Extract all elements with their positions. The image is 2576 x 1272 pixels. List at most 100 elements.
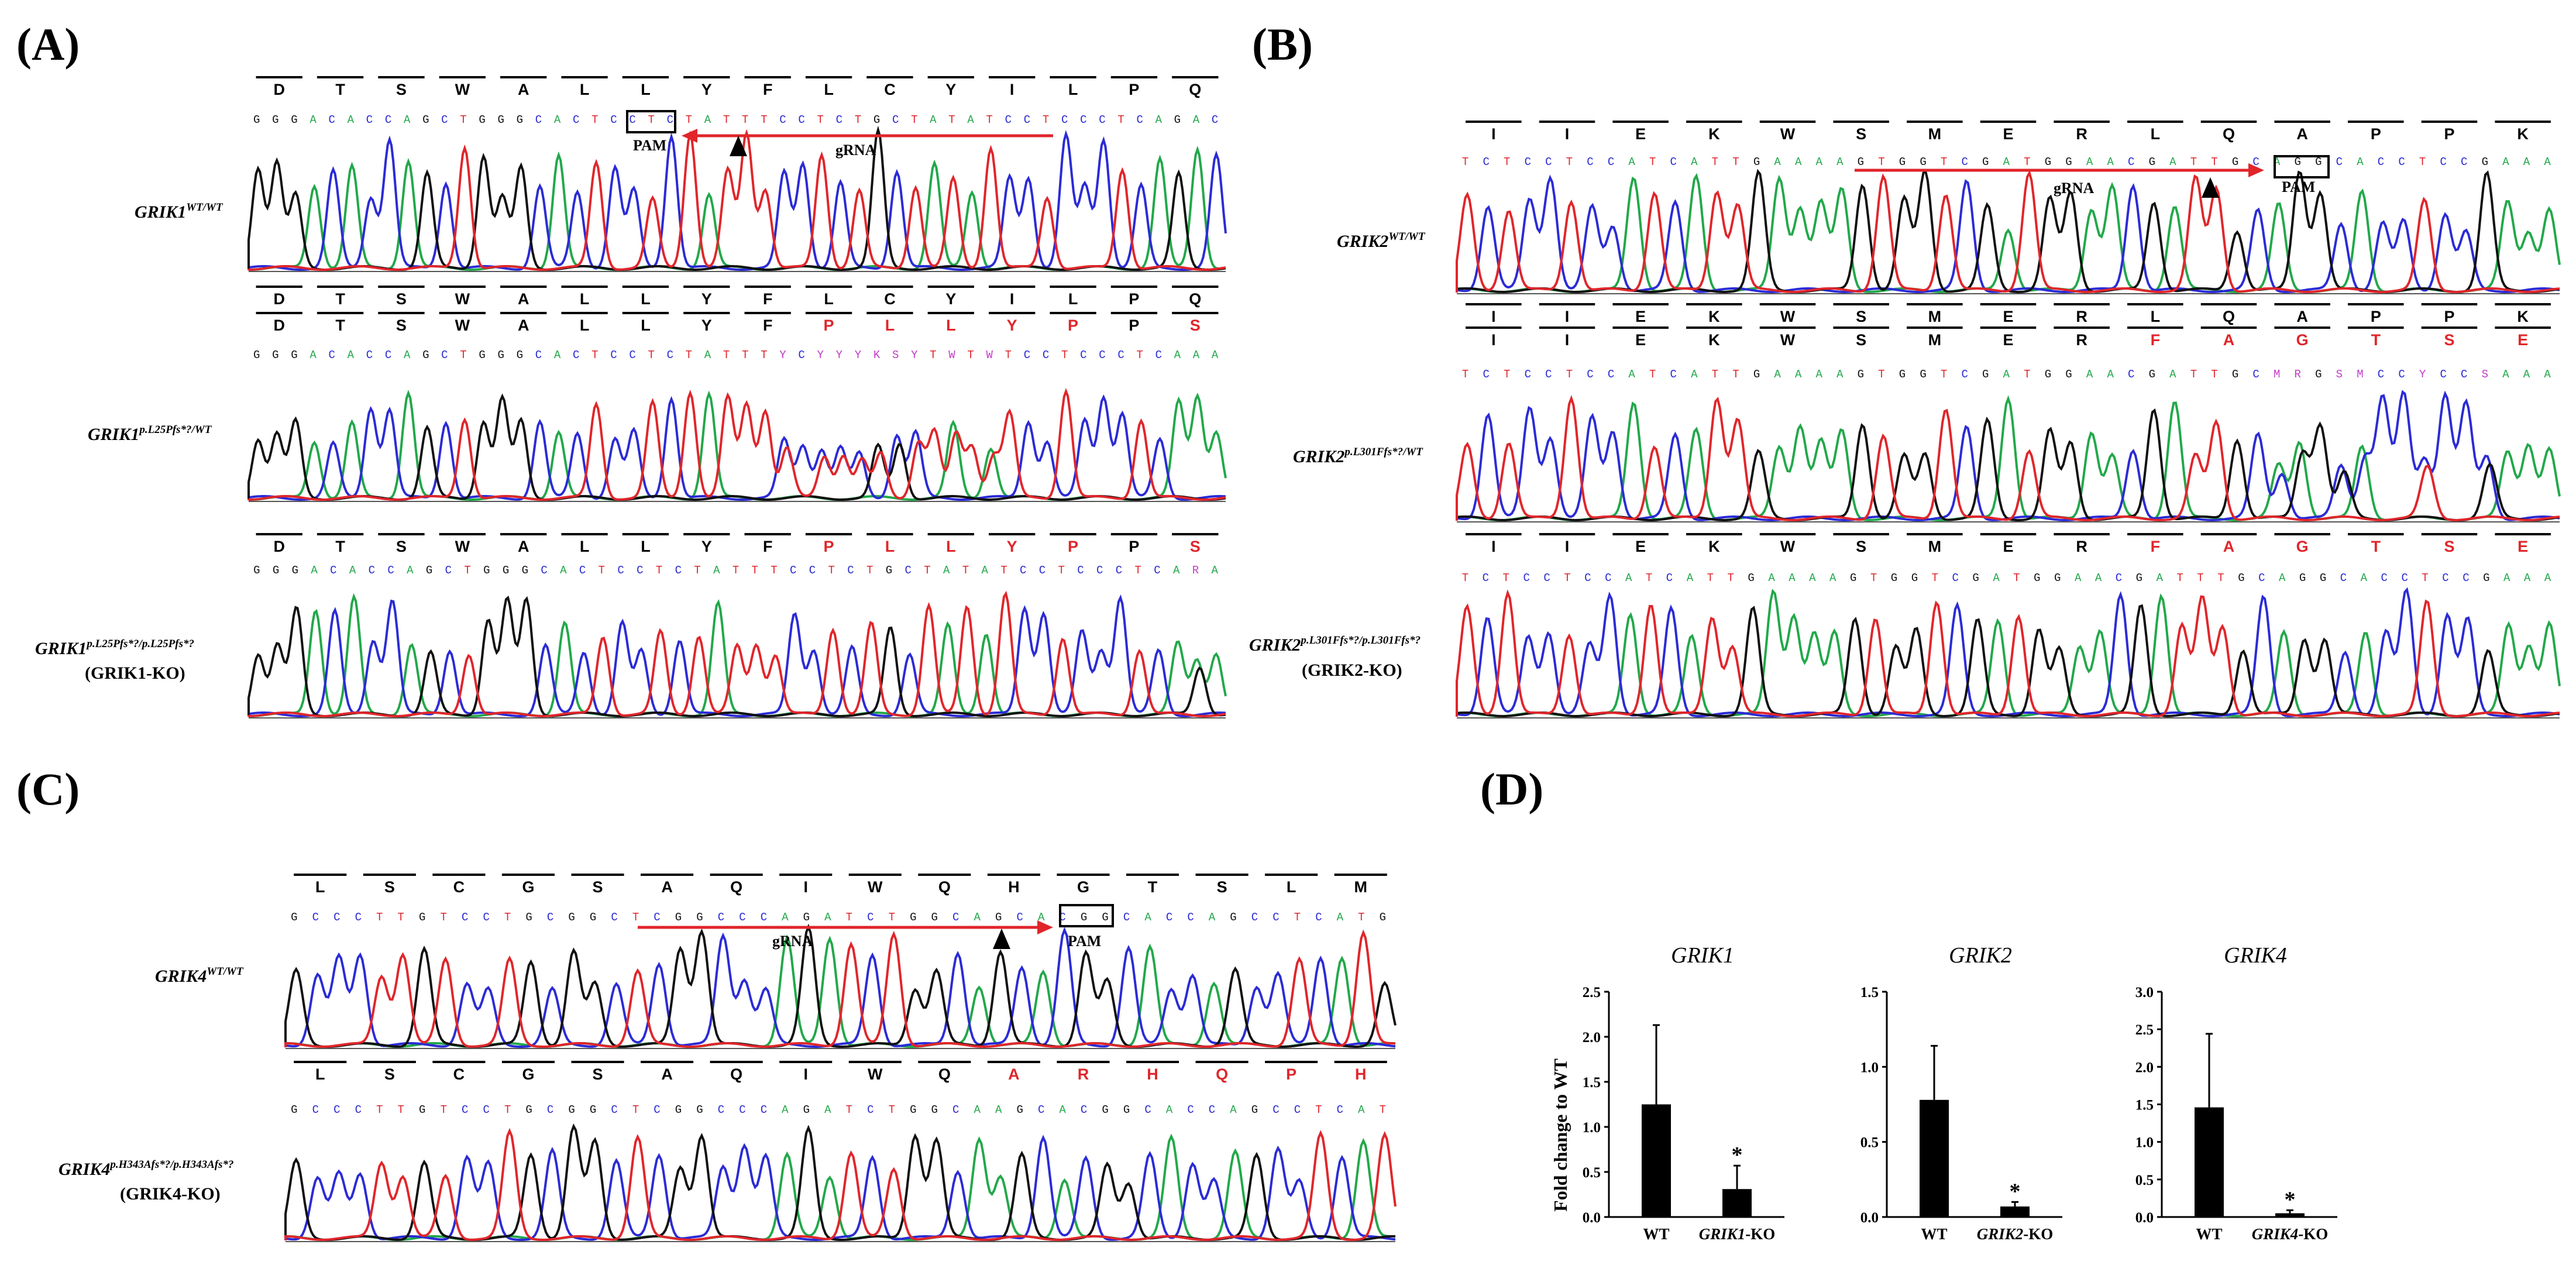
amino-acid-wt: I [1491, 308, 1496, 325]
nucleotide: T [1649, 368, 1656, 381]
amino-acid-mut: H [1147, 1065, 1158, 1083]
nucleotide: A [2095, 572, 2102, 585]
nucleotide: G [426, 564, 432, 577]
nucleotide: C [952, 911, 959, 924]
trace-A [284, 1133, 1396, 1242]
trace-C [247, 394, 1226, 501]
nucleotide: C [483, 1103, 489, 1116]
nucleotide: G [483, 564, 490, 577]
nucleotide: C [667, 114, 673, 126]
nucleotide: T [398, 1103, 404, 1116]
nucleotide: G [873, 114, 880, 126]
bar-GRIK2-KO [2000, 1206, 2030, 1217]
trace-C [247, 594, 1226, 718]
amino-acid-mut: P [1286, 1065, 1296, 1083]
nucleotide: G [1891, 572, 1897, 585]
nucleotide: G [273, 564, 279, 577]
nucleotide: R [1192, 564, 1199, 577]
nucleotide: C [629, 349, 635, 362]
nucleotide: C [667, 349, 673, 362]
amino-acid-mut: L [885, 317, 895, 334]
nucleotide: A [2075, 572, 2082, 585]
nucleotide: G [498, 349, 504, 362]
nucleotide: C [2252, 156, 2259, 169]
nucleotide: C [387, 564, 394, 577]
nucleotide: A [349, 564, 356, 577]
nucleotide: G [910, 1103, 916, 1116]
sample-label-a2: GRIK1p.L25Pfs*?/WT [88, 424, 212, 444]
nucleotide: C [1005, 114, 1012, 126]
nucleotide: T [723, 114, 730, 126]
pam-label-c: PAM [1068, 933, 1101, 950]
nucleotide: C [1587, 156, 1593, 169]
nucleotide: T [2190, 156, 2197, 169]
nucleotide: T [732, 564, 739, 577]
nucleotide: A [713, 564, 720, 577]
amino-acid-wt: A [2296, 125, 2308, 143]
amino-acid-mut: E [1635, 538, 1646, 555]
nucleotide: T [1566, 156, 1573, 169]
nucleotide: C [1608, 368, 1614, 381]
nucleotide: A [1809, 572, 1816, 585]
nucleotide: C [629, 114, 635, 126]
nucleotide: A [1193, 349, 1200, 362]
amino-acid-wt: Y [701, 81, 712, 98]
amino-acid-mut: I [1565, 538, 1570, 555]
amino-acid-wt: F [763, 290, 773, 308]
panel_b-row-1: I I E K W S M E R L Q A P P KI I E K W S M E R F A G T S ET C T C C T C C A T… [1456, 303, 2561, 522]
amino-acid-wt: W [1780, 125, 1796, 143]
nucleotide: A [1174, 349, 1181, 362]
nucleotide: Y [779, 349, 786, 362]
nucleotide: C [1154, 564, 1160, 577]
nucleotide: C [2381, 572, 2388, 585]
nucleotide: T [967, 349, 974, 362]
amino-acid-wt: I [1010, 81, 1014, 98]
amino-acid-wt: L [1068, 290, 1078, 308]
y-tick-label: 1.0 [1860, 1060, 1879, 1075]
nucleotide: T [2190, 368, 2197, 381]
nucleotide: C [1020, 564, 1026, 577]
nucleotide: C [1117, 349, 1124, 362]
trace-T [247, 129, 1226, 271]
y-tick-label: 0.5 [1583, 1165, 1601, 1181]
nucleotide: C [1187, 1103, 1194, 1116]
nucleotide: A [1774, 368, 1781, 381]
nucleotide: T [828, 564, 835, 577]
nucleotide: A [1212, 349, 1219, 362]
nucleotide: C [312, 1103, 319, 1116]
nucleotide: T [1504, 368, 1510, 381]
amino-acid-mut: A [1008, 1065, 1020, 1083]
amino-acid-mut: A [2223, 331, 2235, 349]
significance-marker: * [2010, 1179, 2021, 1204]
amino-acid-wt: Q [2223, 125, 2235, 143]
nucleotide: G [1982, 368, 1989, 381]
nucleotide: A [2279, 572, 2286, 585]
amino-acid-mut: L [580, 538, 590, 555]
trace-G [1456, 408, 2560, 521]
nucleotide: C [355, 911, 362, 924]
nucleotide: C [1483, 368, 1489, 381]
amino-acid-wt: T [1148, 878, 1158, 896]
panel-label-b: (B) [1252, 19, 1313, 70]
nucleotide: G [503, 564, 509, 577]
nucleotide: C [718, 911, 724, 924]
amino-acid-mut: W [1780, 331, 1796, 349]
chart-title: GRIK1 [1671, 943, 1734, 968]
nucleotide: G [253, 349, 260, 362]
nucleotide: T [504, 1103, 511, 1116]
nucleotide: A [1209, 911, 1216, 924]
grna-label-a: gRNA [835, 142, 876, 159]
nucleotide: G [931, 1103, 938, 1116]
nucleotide: G [525, 1103, 532, 1116]
nucleotide: C [809, 564, 816, 577]
nucleotide: G [2149, 368, 2155, 381]
nucleotide: Y [911, 349, 918, 362]
nucleotide: T [440, 911, 446, 924]
nucleotide: T [1315, 1103, 1322, 1116]
nucleotide: G [422, 349, 429, 362]
nucleotide: C [611, 911, 617, 924]
nucleotide: G [2136, 572, 2142, 585]
amino-acid-wt: S [384, 878, 395, 896]
nucleotide: T [460, 349, 466, 362]
